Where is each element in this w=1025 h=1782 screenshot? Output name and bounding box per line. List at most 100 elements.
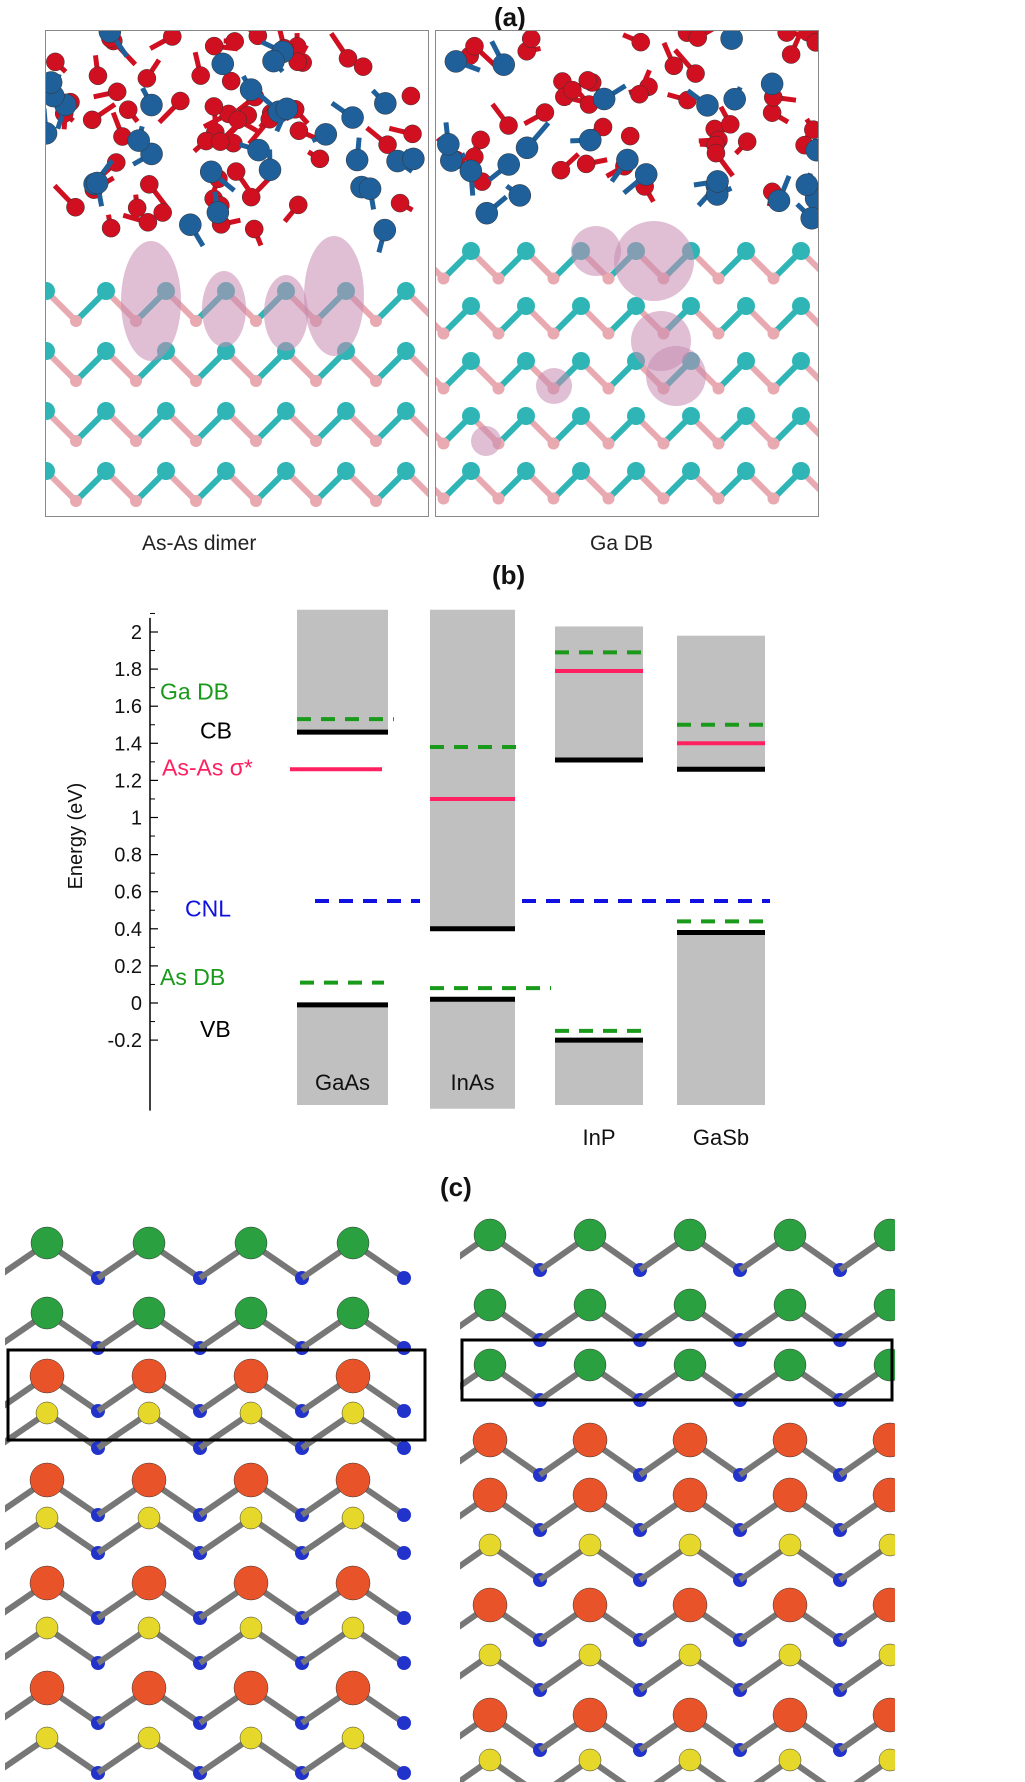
valence-band xyxy=(430,999,515,1109)
nitrogen-atom xyxy=(397,1611,411,1625)
ga-atom xyxy=(462,462,480,480)
ge-atom xyxy=(572,1697,608,1733)
ga-atom xyxy=(737,297,755,315)
level-label: As-As σ* xyxy=(162,754,253,780)
as-atom xyxy=(492,492,505,505)
isosurface xyxy=(571,226,621,276)
as-atom xyxy=(478,1643,502,1667)
oxide-cation-atom xyxy=(358,177,382,200)
y-tick-label: 0.2 xyxy=(114,956,142,978)
oxide-cation-atom xyxy=(459,159,483,183)
oxide-cation-atom xyxy=(211,52,235,76)
as-atom xyxy=(190,375,202,387)
interface-box xyxy=(6,1348,427,1442)
oxygen-atom xyxy=(551,160,571,180)
oxide-cation-atom xyxy=(374,92,397,115)
conduction-band xyxy=(555,626,643,760)
y-tick-label: 1 xyxy=(131,808,142,830)
as-atom xyxy=(547,437,560,450)
ga-atom xyxy=(517,352,535,370)
ga-atom xyxy=(46,282,55,300)
ga-atom xyxy=(792,242,810,260)
ga-atom xyxy=(517,297,535,315)
ga-atom xyxy=(737,407,755,425)
oxygen-atom xyxy=(153,203,172,222)
valence-band xyxy=(297,1004,388,1106)
as-atom xyxy=(602,437,615,450)
oxygen-atom xyxy=(578,71,598,90)
oxide-cation-atom xyxy=(46,122,58,145)
ge-atom xyxy=(872,1587,895,1623)
ga-atom xyxy=(336,1226,370,1260)
as-atom xyxy=(130,435,142,447)
oxygen-atom xyxy=(720,115,740,134)
ga-atom xyxy=(337,402,355,420)
ga-atom xyxy=(682,297,700,315)
isosurface xyxy=(646,346,706,406)
level-label: VB xyxy=(200,1016,231,1042)
as-atom xyxy=(35,1506,59,1530)
oxide-cation-atom xyxy=(634,163,658,186)
as-atom xyxy=(767,437,780,450)
oxygen-atom xyxy=(163,31,182,46)
nitrogen-atom xyxy=(397,1404,411,1418)
ge-atom xyxy=(572,1477,608,1513)
as-atom xyxy=(547,492,560,505)
as-atom xyxy=(250,435,262,447)
category-label: InP xyxy=(582,1125,615,1150)
nitrogen-atom xyxy=(397,1766,411,1780)
ga-atom xyxy=(627,407,645,425)
ga-atom xyxy=(97,282,115,300)
oxygen-atom xyxy=(211,132,230,151)
oxygen-atom xyxy=(593,117,613,137)
valence-band xyxy=(555,1040,643,1106)
y-tick-label: 0.4 xyxy=(114,919,142,941)
as-atom xyxy=(370,495,382,507)
oxygen-atom xyxy=(138,213,158,232)
ga-atom xyxy=(572,407,590,425)
oxide-cation-atom xyxy=(706,170,729,193)
ge-atom xyxy=(233,1565,269,1601)
isosurface xyxy=(304,236,364,356)
ga-atom xyxy=(30,1226,64,1260)
nitrogen-atom xyxy=(397,1656,411,1670)
as-atom xyxy=(602,382,615,395)
ga-atom xyxy=(572,297,590,315)
as-atom xyxy=(310,435,322,447)
as-atom xyxy=(678,1643,702,1667)
valence-band xyxy=(677,932,765,1106)
y-tick-label: 0 xyxy=(131,993,142,1015)
oxide-cation-atom xyxy=(800,207,818,230)
ge-atom xyxy=(29,1670,65,1706)
ga-atom xyxy=(217,402,235,420)
ga-atom xyxy=(792,407,810,425)
oxygen-atom xyxy=(82,110,102,130)
oxygen-atom xyxy=(706,143,726,163)
as-atom xyxy=(767,382,780,395)
oxide-cation-atom xyxy=(373,218,397,242)
oxide-cation-atom xyxy=(437,132,460,156)
ga-atom xyxy=(473,1218,507,1252)
as-atom xyxy=(657,492,670,505)
oxygen-atom xyxy=(310,149,330,169)
y-tick-label: 2 xyxy=(131,622,142,644)
ge-atom xyxy=(772,1587,808,1623)
ge-atom xyxy=(472,1587,508,1623)
oxide-cation-atom xyxy=(314,123,338,146)
ga-atom xyxy=(397,402,415,420)
ga-atom xyxy=(277,462,295,480)
oxygen-atom xyxy=(688,31,707,47)
ge-atom xyxy=(233,1670,269,1706)
oxide-cation-atom xyxy=(723,87,746,111)
ge-atom xyxy=(29,1565,65,1601)
oxygen-atom xyxy=(140,175,159,194)
oxide-cation-atom xyxy=(515,136,539,160)
bond xyxy=(436,266,446,281)
conduction-band xyxy=(677,635,765,770)
oxygen-atom xyxy=(221,71,241,91)
oxygen-atom xyxy=(630,84,649,104)
oxide-cation-atom xyxy=(616,148,639,172)
ge-atom xyxy=(672,1587,708,1623)
ge-atom xyxy=(872,1477,895,1513)
oxygen-atom xyxy=(171,91,190,111)
